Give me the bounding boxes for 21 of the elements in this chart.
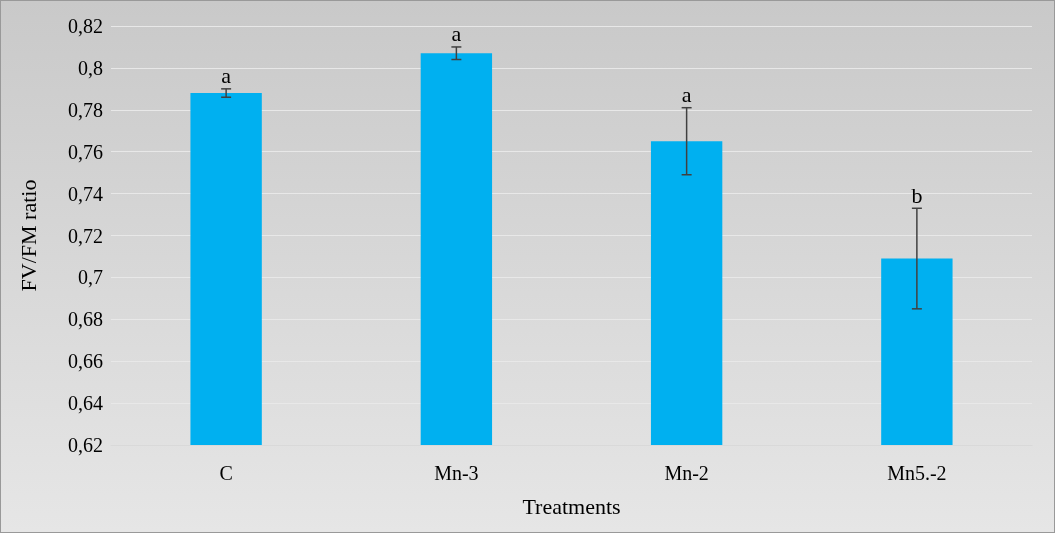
x-axis-title: Treatments: [522, 493, 621, 519]
x-tick-label: C: [219, 462, 233, 484]
y-tick-label: 0,74: [68, 182, 103, 205]
y-tick-label: 0,76: [68, 140, 103, 163]
y-tick-label: 0,8: [78, 56, 103, 79]
y-tick-label: 0,66: [68, 350, 103, 373]
annotation: a: [451, 21, 462, 47]
y-tick-label: 0,82: [68, 15, 103, 37]
y-tick-label: 0,78: [68, 98, 103, 121]
y-tick-label: 0,62: [68, 434, 103, 456]
annotation: a: [681, 82, 692, 108]
x-tick-label: Mn-3: [434, 462, 479, 484]
annotation: a: [221, 63, 232, 89]
annotation: b: [911, 182, 923, 208]
y-tick-label: 0,64: [68, 392, 103, 415]
x-tick-label: Mn5.-2: [887, 462, 947, 484]
y-tick-label: 0,72: [68, 224, 103, 247]
y-axis-title: FV/FM ratio: [15, 179, 41, 292]
y-tick-label: 0,7: [78, 266, 103, 289]
x-tick-label: Mn-2: [664, 462, 709, 484]
y-tick-label: 0,68: [68, 308, 103, 331]
